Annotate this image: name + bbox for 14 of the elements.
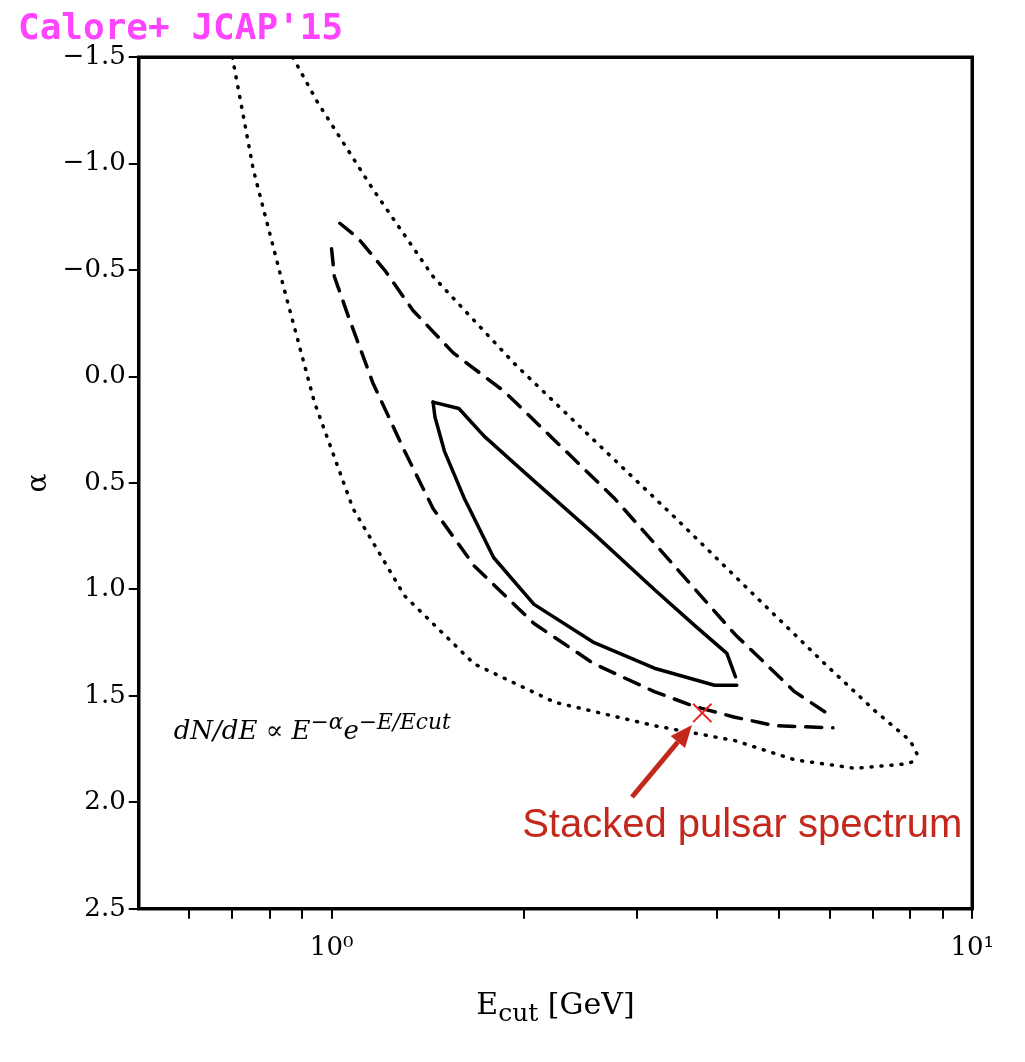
annotation: Stacked pulsar spectrum [521,800,964,846]
y-tick-label: 1.5 [84,678,126,709]
x-axis-title: E$_{cut}$ [GeV] [475,986,636,1027]
y-tick-label: 2.5 [84,891,126,922]
y-tick-label: 2.0 [84,785,126,816]
y-tick-label: −1.0 [62,146,126,177]
annotation: dN/dE ∝ E$^{−α}$e$^{−E/Ecut}$ [173,708,451,745]
y-tick-label: −0.5 [62,252,126,283]
y-axis-title: α [20,473,54,493]
y-tick-label: 0.0 [84,359,126,390]
x-tick-label: 10⁰ [309,931,354,962]
y-tick-label: 0.5 [84,465,126,496]
x-tick-label: 10¹ [950,931,994,962]
y-tick-label: 1.0 [84,572,126,603]
